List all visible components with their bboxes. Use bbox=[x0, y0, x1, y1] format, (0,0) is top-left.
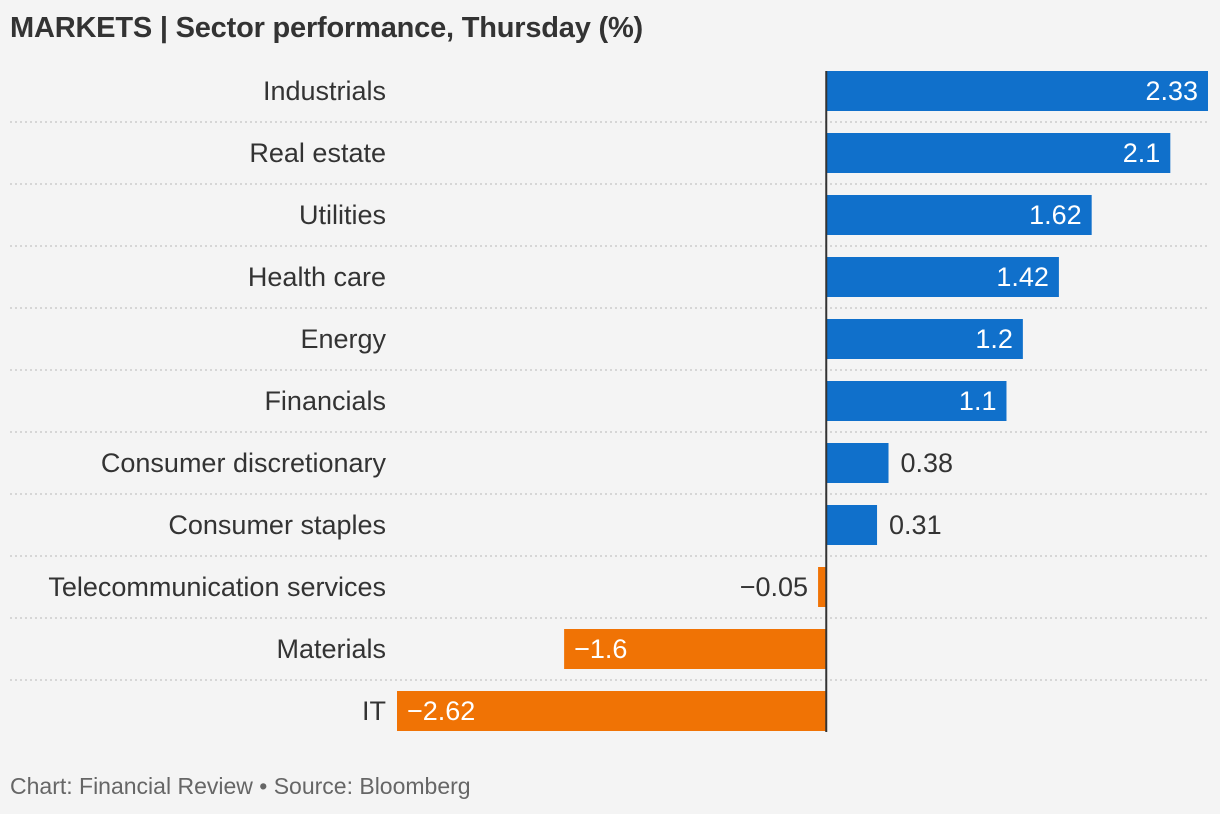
category-label: Real estate bbox=[249, 138, 386, 168]
bar bbox=[826, 257, 1059, 297]
category-label: IT bbox=[362, 696, 386, 726]
bar bbox=[826, 505, 878, 545]
category-label: Materials bbox=[276, 634, 386, 664]
bar bbox=[826, 133, 1171, 173]
value-label: 0.31 bbox=[889, 510, 942, 540]
value-label: 0.38 bbox=[901, 448, 954, 478]
value-label: 2.33 bbox=[1145, 76, 1198, 106]
value-label: 1.62 bbox=[1029, 200, 1082, 230]
bar bbox=[826, 195, 1092, 235]
value-label: −1.6 bbox=[574, 634, 627, 664]
bar bbox=[826, 443, 889, 483]
bar bbox=[826, 381, 1007, 421]
bar bbox=[818, 567, 827, 607]
category-label: Energy bbox=[300, 324, 386, 354]
bar bbox=[564, 629, 827, 669]
value-label: 1.2 bbox=[975, 324, 1013, 354]
category-label: Financials bbox=[264, 386, 386, 416]
category-label: Utilities bbox=[299, 200, 386, 230]
value-label: 2.1 bbox=[1123, 138, 1161, 168]
category-label: Industrials bbox=[263, 76, 386, 106]
value-label: 1.1 bbox=[959, 386, 997, 416]
bar bbox=[826, 319, 1023, 359]
chart-title: MARKETS | Sector performance, Thursday (… bbox=[10, 12, 643, 44]
bar bbox=[826, 71, 1208, 111]
category-label: Consumer staples bbox=[168, 510, 386, 540]
value-label: −0.05 bbox=[740, 572, 808, 602]
value-label: 1.42 bbox=[996, 262, 1049, 292]
chart-footer: Chart: Financial Review • Source: Bloomb… bbox=[10, 773, 471, 799]
bar bbox=[397, 691, 827, 731]
category-label: Health care bbox=[248, 262, 386, 292]
value-label: −2.62 bbox=[407, 696, 475, 726]
category-label: Consumer discretionary bbox=[101, 448, 387, 478]
category-label: Telecommunication services bbox=[48, 572, 386, 602]
